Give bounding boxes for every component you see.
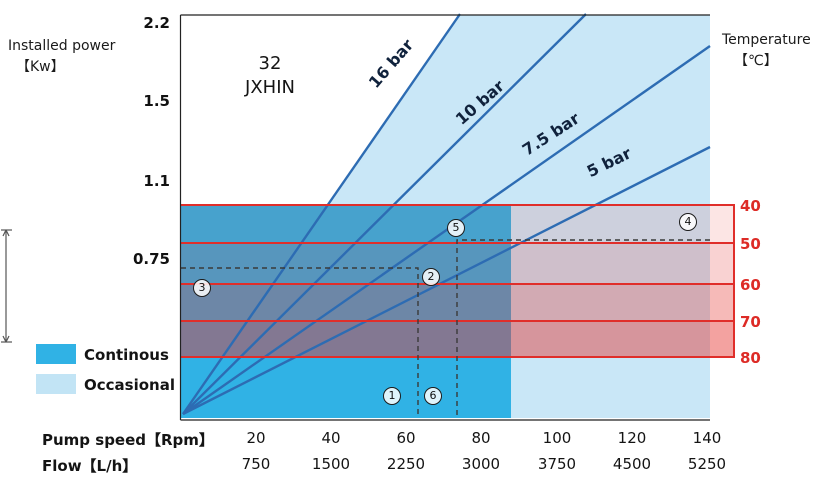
speed-tick-80: 80 [471,429,491,447]
pressure-line-7-5bar [182,45,711,415]
power-tick-1-5: 1.5 [143,92,170,110]
power-tick-1-1: 1.1 [143,172,170,190]
right-axis-unit: 【℃】 [734,53,778,69]
speed-tick-100: 100 [542,429,572,447]
flow-tick-5250: 5250 [687,455,727,473]
right-axis-title: Temperature [722,32,811,48]
legend-swatch-occasional [36,374,76,394]
speed-tick-120: 120 [617,429,647,447]
legend-label-occasional: Occasional [84,376,175,394]
legend-swatch-continuous [36,344,76,364]
left-axis-title: Installed power [8,38,116,54]
flow-tick-2250: 2250 [386,455,426,473]
flow-tick-1500: 1500 [311,455,351,473]
power-tick-0-75: 0.75 [132,250,170,268]
pressure-line-5bar [182,145,711,416]
power-tick-2-2: 2.2 [143,14,170,32]
temp-tick-40: 40 [740,197,761,215]
left-axis-unit: 【Kw】 [16,59,65,75]
model-size: 32 [258,53,282,74]
speed-axis-title: Pump speed【Rpm】 [42,431,214,449]
temp-tick-80: 80 [740,349,761,367]
dashed-guide-right [456,239,710,418]
model-name: JXHIN [245,77,295,99]
temp-tick-60: 60 [740,276,761,294]
speed-tick-60: 60 [396,429,416,447]
speed-tick-40: 40 [321,429,341,447]
speed-tick-140: 140 [692,429,722,447]
marker-4: 4 [679,213,697,231]
continuous-region [181,205,511,418]
pressure-line-10bar [182,13,587,415]
flow-tick-4500: 4500 [612,455,652,473]
legend-label-continuous: Continous [84,346,169,364]
marker-3: 3 [193,279,211,297]
flow-tick-750: 750 [241,455,271,473]
marker-6: 6 [424,387,442,405]
temp-tick-70: 70 [740,313,761,331]
marker-2: 2 [422,268,440,286]
flow-axis-title: Flow【L/h】 [42,457,138,475]
pressure-line-16bar [182,13,461,415]
marker-1: 1 [383,387,401,405]
plot-border [179,14,710,421]
model-label: 32 JXHIN [212,52,328,101]
speed-tick-20: 20 [246,429,266,447]
dimension-marker [1,229,12,343]
marker-5: 5 [447,219,465,237]
flow-tick-3750: 3750 [537,455,577,473]
dashed-guide-left [181,267,419,418]
flow-tick-3000: 3000 [461,455,501,473]
temp-tick-50: 50 [740,235,761,253]
